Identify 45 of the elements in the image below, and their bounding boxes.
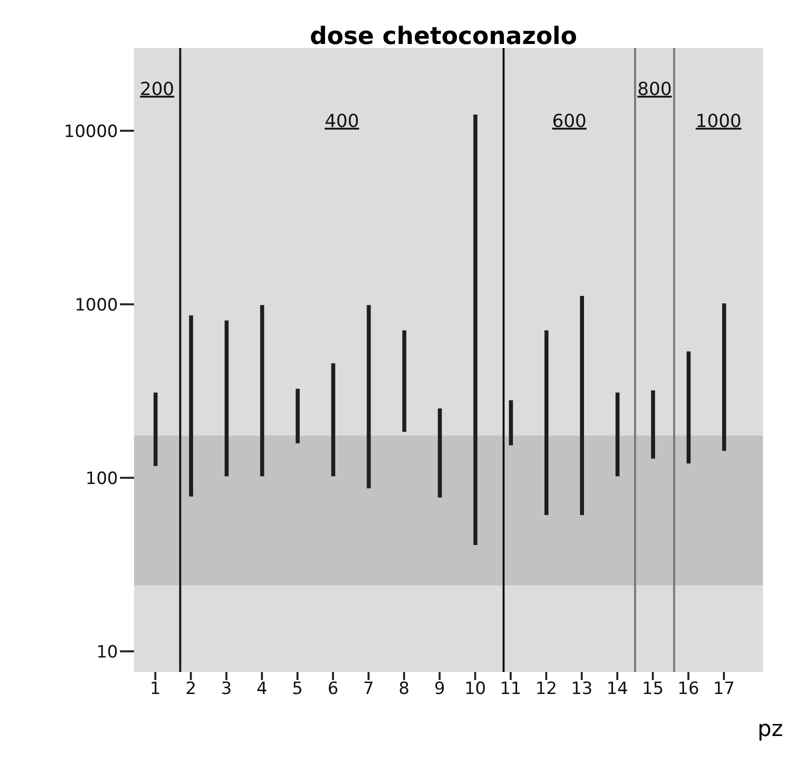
bar: [722, 303, 726, 451]
bar: [686, 351, 691, 464]
bar: [438, 408, 442, 498]
y-tick-label: 10000: [64, 122, 118, 142]
bar: [402, 330, 406, 432]
x-tick-label: 2: [185, 679, 196, 700]
y-tick-label: 100: [86, 468, 118, 489]
annotation: 400: [324, 110, 360, 132]
x-tick-label: 14: [606, 679, 628, 700]
x-tick-label: 9: [434, 679, 446, 700]
bar: [260, 305, 264, 476]
bar: [224, 320, 229, 476]
bar: [189, 315, 194, 497]
y-tick-label: 1000: [74, 295, 118, 316]
bar: [331, 363, 336, 476]
x-tick-label: 5: [292, 679, 303, 700]
x-tick-label: 10: [464, 679, 486, 700]
x-tick-label: 3: [220, 679, 232, 700]
x-tick-label: 4: [256, 679, 268, 700]
x-tick-label: 15: [642, 679, 664, 700]
bar: [154, 392, 158, 466]
x-tick-label: 16: [678, 679, 700, 700]
x-tick-label: 8: [398, 679, 410, 700]
bar: [296, 388, 300, 444]
x-tick-label: 13: [570, 679, 593, 700]
bar: [366, 305, 371, 488]
bar: [616, 392, 620, 476]
annotation: 800: [637, 78, 672, 100]
x-tick-label: 17: [713, 679, 735, 700]
bar: [651, 390, 656, 459]
annotation: 200: [140, 78, 174, 100]
x-axis-title: pz: [757, 717, 783, 742]
bar: [580, 296, 584, 516]
x-tick-label: 11: [500, 679, 522, 700]
bar: [544, 330, 548, 516]
annotation: 1000: [696, 110, 742, 132]
y-tick-label: 10: [96, 642, 118, 662]
x-tick-label: 6: [328, 679, 338, 700]
annotation: 600: [552, 110, 587, 132]
chart-title: dose chetoconazolo: [308, 22, 578, 50]
x-tick-label: 7: [363, 679, 374, 700]
x-tick-label: 1: [150, 679, 161, 700]
bar: [473, 114, 478, 545]
bar: [508, 400, 513, 446]
x-tick-label: 12: [535, 679, 558, 700]
